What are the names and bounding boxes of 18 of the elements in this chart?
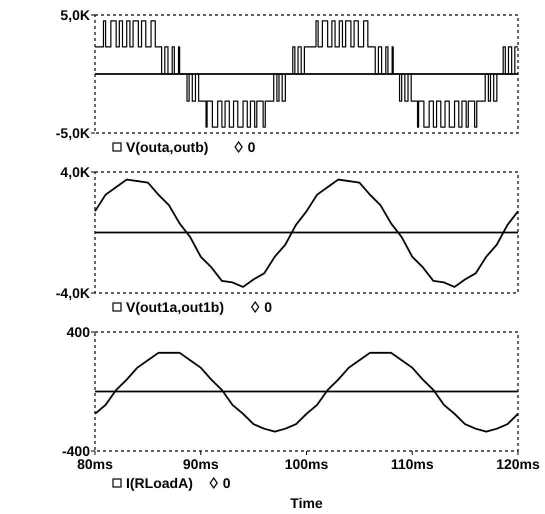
y-tick-label: -5,0K	[56, 124, 90, 141]
x-tick-label: 100ms	[284, 456, 329, 472]
y-tick-label: 4,0K	[60, 164, 90, 180]
y-tick-label: -4,0K	[56, 284, 90, 301]
x-tick-label: 90ms	[182, 456, 219, 472]
x-tick-label: 110ms	[390, 456, 434, 472]
x-tick-label: 120ms	[496, 456, 540, 472]
legend-label: V(outa,outb)	[126, 139, 208, 155]
y-tick-label: 5,0K	[60, 6, 90, 23]
legend-label: I(RLoadA)	[126, 475, 193, 491]
y-tick-label: -400	[62, 442, 90, 459]
y-tick-label: 400	[66, 324, 90, 340]
x-tick-label: 80ms	[77, 456, 114, 472]
legend-label: V(out1a,out1b)	[126, 299, 224, 315]
x-axis-title: Time	[290, 495, 323, 511]
legend-label: 0	[264, 299, 272, 315]
legend-label: 0	[248, 139, 256, 155]
legend-label: 0	[222, 475, 231, 491]
